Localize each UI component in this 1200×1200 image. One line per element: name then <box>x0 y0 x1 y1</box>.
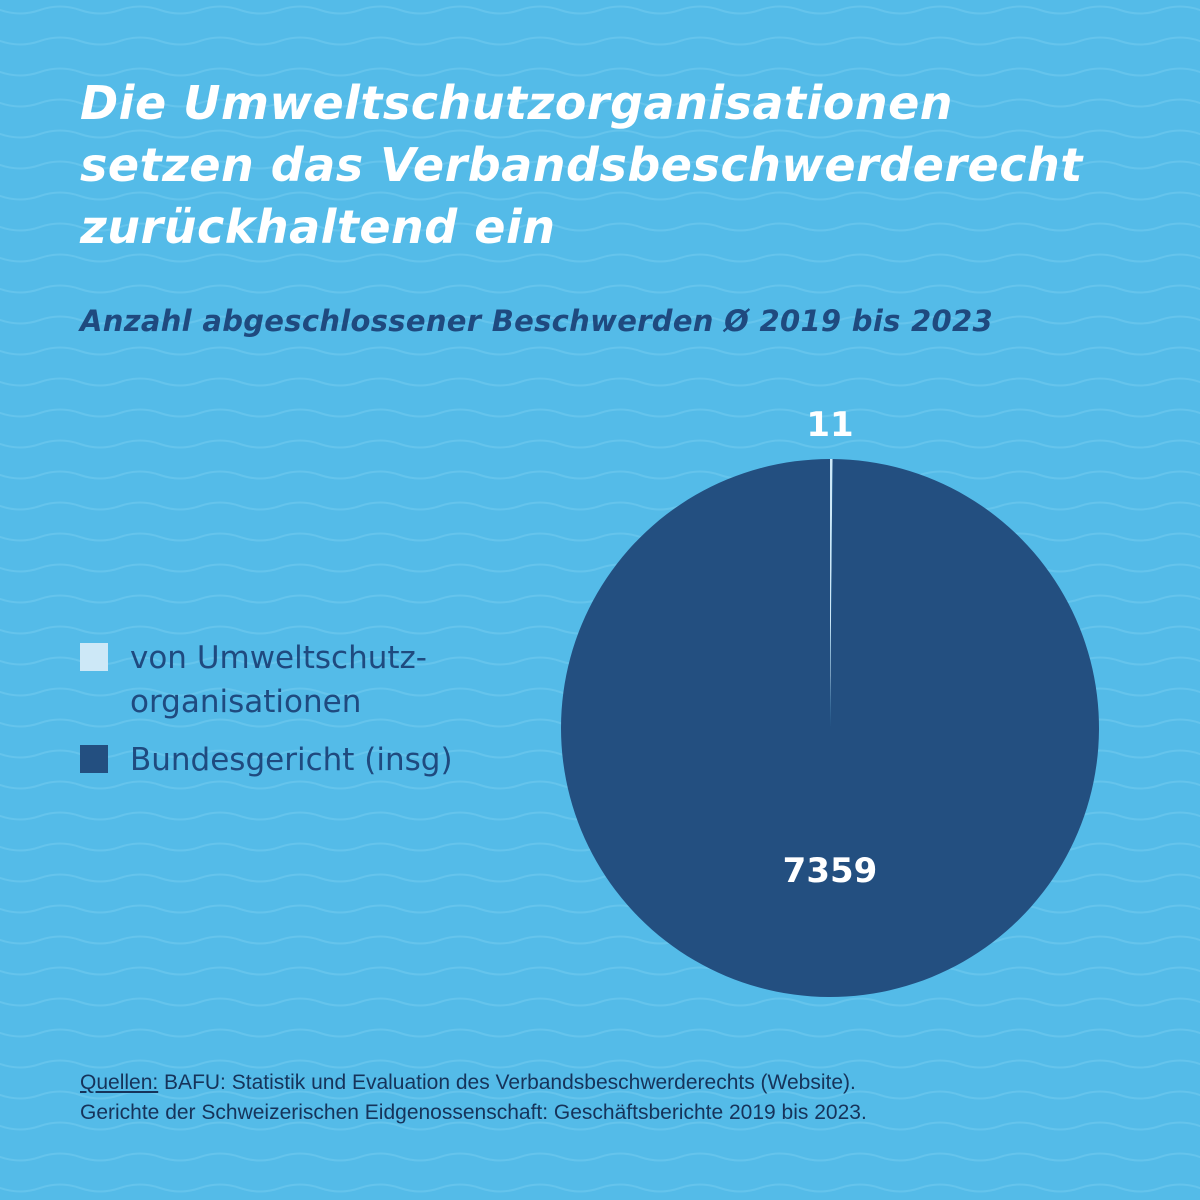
title-line-3: zurückhaltend ein <box>80 200 556 254</box>
legend-swatch-light <box>80 643 108 671</box>
legend-item-umweltschutz: von Umweltschutz- organisationen <box>80 636 453 724</box>
wave-line <box>0 1090 1200 1100</box>
legend-swatch-dark <box>80 745 108 773</box>
wave-line <box>0 1183 1200 1193</box>
wave-line <box>0 36 1200 46</box>
wave-line <box>0 346 1200 356</box>
sources-line-2: Gerichte der Schweizerischen Eidgenossen… <box>80 1101 867 1124</box>
wave-line <box>0 1152 1200 1162</box>
wave-line <box>0 439 1200 449</box>
wave-line <box>0 470 1200 480</box>
wave-line <box>0 5 1200 15</box>
wave-line <box>0 160 1200 170</box>
page-title: Die Umweltschutzorganisationen setzen da… <box>80 72 1160 258</box>
wave-line <box>0 1028 1200 1038</box>
data-label-umweltschutz: 11 <box>806 405 853 445</box>
legend-label-line: Bundesgericht (insg) <box>130 742 453 778</box>
wave-line <box>0 222 1200 232</box>
wave-line <box>0 253 1200 263</box>
sources-line-1: BAFU: Statistik und Evaluation des Verba… <box>158 1071 856 1094</box>
wave-line <box>0 997 1200 1007</box>
legend-item-bundesgericht: Bundesgericht (insg) <box>80 738 453 782</box>
chart-legend: von Umweltschutz- organisationen Bundesg… <box>80 636 453 796</box>
legend-label-line: von Umweltschutz- <box>130 640 427 676</box>
pie-slice-bundesgericht <box>560 459 1099 998</box>
wave-line <box>0 98 1200 108</box>
legend-label-line: organisationen <box>130 684 362 720</box>
wave-line <box>0 377 1200 387</box>
wave-line <box>0 532 1200 542</box>
title-line-2: setzen das Verbandsbeschwerderecht <box>80 138 1083 192</box>
wave-line <box>0 408 1200 418</box>
wave-line <box>0 191 1200 201</box>
wave-line <box>0 501 1200 511</box>
wave-line <box>0 284 1200 294</box>
wave-line <box>0 67 1200 77</box>
wave-line <box>0 935 1200 945</box>
sources-note: Quellen: BAFU: Statistik und Evaluation … <box>80 1068 867 1128</box>
title-line-1: Die Umweltschutzorganisationen <box>80 76 954 130</box>
sources-lead: Quellen: <box>80 1071 159 1094</box>
chart-subtitle: Anzahl abgeschlossener Beschwerden Ø 201… <box>80 304 993 338</box>
pie-slice-umweltschutz <box>830 459 833 728</box>
wave-line <box>0 1121 1200 1131</box>
wave-line <box>0 966 1200 976</box>
wave-line <box>0 315 1200 325</box>
data-label-bundesgericht: 7359 <box>783 851 878 891</box>
wave-line <box>0 129 1200 139</box>
wave-line <box>0 1059 1200 1069</box>
